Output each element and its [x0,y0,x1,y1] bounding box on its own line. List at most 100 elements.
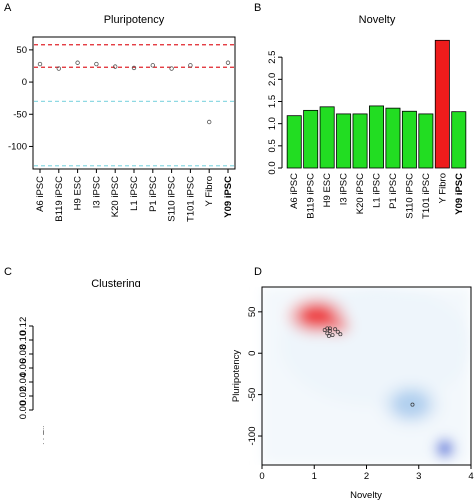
panel-d-ylabel: Pluripotency [231,350,242,403]
panel-b-bar [336,113,352,169]
panel-b-bar [418,113,434,169]
panel-d-x-tick-label: 3 [416,471,421,482]
panel-a-x-tick-label: L1 iPSC [129,176,140,211]
panel-a-y-axis: -100 -50 0 50 [8,45,33,152]
panel-c-y-tick-label: 0.04 [18,373,29,392]
panel-a-letter: A [4,2,12,14]
panel-a-title: Pluripotency [104,14,165,26]
panel-b-x-tick-label: S110 iPSC [404,173,415,219]
panel-b-bar [303,109,319,169]
panel-a-point [169,66,174,71]
panel-b-x-tick-label: I3 iPSC [339,173,350,205]
panel-b-x-tick-label: Y Fibro [437,173,448,203]
panel-a-y-tick-label: -50 [13,109,27,120]
panel-b-y-tick-label: 2.0 [267,73,278,86]
panel-b-x-axis: A6 iPSC B119 iPSC H9 ESC I3 iPSC K20 iPSC L1 … [289,173,465,219]
panel-a-x-tick-label: B119 iPSC [54,176,65,222]
panel-a-y-tick-label: -100 [8,141,27,152]
panel-a-x-tick-label: I3 iPSC [91,176,102,208]
panel-c-y-tick-label: 0.12 [18,317,29,336]
panel-a-x-axis: A6 iPSC B119 iPSC H9 ESC I3 iPSC K20 iPSC L1 … [35,169,234,222]
panel-b-x-tick-label: P1 iPSC [388,173,399,209]
panel-b-y-tick-label: 0.0 [267,161,278,174]
panel-b-y-tick-label: 2.5 [267,51,278,64]
panel-b-x-tick-label: K20 iPSC [355,173,366,214]
panel-d-x-tick-label: 4 [468,471,473,482]
panel-b-x-tick-label: A6 iPSC [289,173,300,209]
panel-b-bar [369,105,384,169]
panel-a-x-tick-label: Y Fibro [204,176,215,206]
panel-a-point [56,66,61,71]
panel-b-x-tick-label: H9 ESC [322,173,333,207]
panel-c-y-tick-label: 0.02 [18,387,29,406]
panel-d-density-core [438,441,452,456]
panel-c-y-tick-label: 0.00 [18,401,29,420]
panel-d-y-tick-label: 0 [247,351,258,356]
panel-b-x-tick-label: T101 iPSC [421,173,432,219]
panel-a-point [225,60,231,65]
panel-d-point [330,333,335,337]
panel-b-x-tick-label: Y09 iPSC [454,173,465,215]
panel-d-density [262,287,471,465]
panel-d-point [410,402,415,407]
panel-d-x-tick-label: 2 [364,471,369,482]
panel-a-x-tick-label: T101 iPSC [185,176,196,222]
panel-a-points [37,60,231,125]
panel-b: B Novelty 0.0 0.5 1.0 1.5 2.0 2.5 A6 iPSC B119… [254,2,467,219]
panel-d-letter: D [254,266,262,278]
panel-d-point [327,326,332,331]
panel-a-point [131,65,137,71]
panel-a-plot-box [32,36,236,170]
panel-d-point [325,326,330,331]
panel-a-x-tick-label: K20 iPSC [110,176,121,217]
panel-d-density-core [328,319,348,333]
panel-d-x-tick-label: 1 [312,471,317,482]
panel-a: A Pluripotency -100 -50 0 50 A6 iPSC B119 iP… [4,2,236,222]
panel-a-point [150,63,155,68]
panel-a-y-tick-label: 50 [16,45,27,56]
panel-b-bar [451,111,467,169]
panel-c-y-tick-label: 0.10 [18,331,29,350]
panel-c-y-tick-label: 0.08 [18,345,29,364]
panel-b-letter: B [254,2,261,14]
panel-d-points [322,326,415,407]
panel-b-bar [401,110,417,169]
panel-a-reference-lines [34,44,234,167]
panel-a-point [206,119,212,125]
panel-a-point [94,61,99,67]
panel-b-y-tick-label: 0.5 [267,139,278,152]
panel-d-point [338,332,343,337]
panel-b-bar [385,107,401,169]
panel-d-y-tick-label: -100 [247,427,258,446]
panel-b-bar [319,106,335,169]
panel-d-point [335,329,340,334]
panel-a-x-tick-label: H9 ESC [73,176,84,210]
panel-b-bar [286,115,302,169]
panel-b-y-axis: 0.0 0.5 1.0 1.5 2.0 2.5 [267,51,283,175]
panel-b-y-tick-label: 1.0 [267,117,278,130]
panel-c-letter: C [4,266,12,278]
panel-a-x-tick-label: S110 iPSC [167,176,178,222]
panel-b-bar [352,113,368,169]
panel-d-x-tick-label: 0 [259,471,264,482]
panel-b-y-tick-label: 1.5 [267,95,278,108]
panel-a-point [188,63,193,68]
panel-d-point [333,327,338,332]
panel-d-x-axis: 0 1 2 3 4 [259,465,474,482]
panel-b-x-tick-label: B119 iPSC [306,173,317,219]
panel-a-point [75,60,80,65]
panel-c-y-tick-label: 0.06 [18,359,29,378]
panel-d-y-axis: -100 -50 0 50 [247,307,262,446]
panel-d-point [327,328,332,333]
panel-b-bars [286,39,467,169]
panel-a-x-tick-label: A6 iPSC [35,176,46,212]
panel-b-x-tick-label: L1 iPSC [372,173,383,208]
panel-a-x-tick-label: P1 iPSC [148,176,159,212]
panel-c-y-axis: 0.000.020.040.060.080.100.12 [18,317,34,420]
panel-a-x-tick-label: Y09 iPSC [223,176,234,218]
panel-a-point [37,61,43,67]
panel-d-xlabel: Novelty [350,490,382,501]
panel-d-point [326,333,331,338]
panel-a-point [112,64,118,69]
